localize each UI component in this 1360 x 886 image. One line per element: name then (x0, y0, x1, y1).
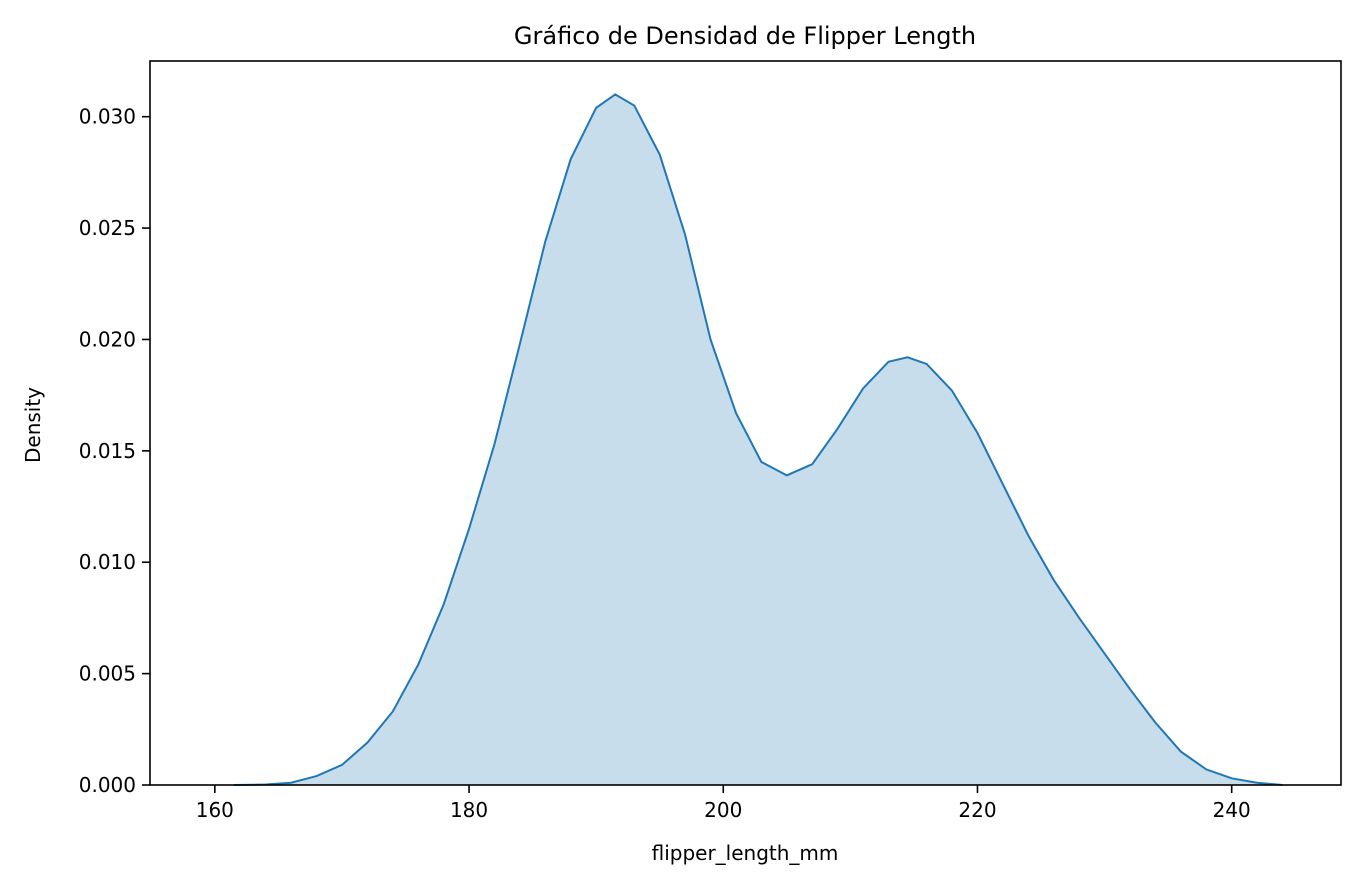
y-tick-label: 0.020 (79, 327, 136, 351)
y-tick-label: 0.000 (79, 773, 136, 797)
x-tick-label: 160 (196, 798, 234, 822)
plot-area (149, 60, 1342, 786)
x-tick-label: 180 (450, 798, 488, 822)
density-area-fill (233, 94, 1283, 786)
x-tick-label: 220 (958, 798, 996, 822)
chart-title: Gráfico de Densidad de Flipper Length (514, 22, 976, 50)
y-tick-label: 0.025 (79, 216, 136, 240)
density-line (233, 93, 1283, 786)
x-axis-label: flipper_length_mm (652, 841, 839, 865)
x-tick-label: 200 (704, 798, 742, 822)
x-axis: 160 180 200 220 240 (196, 785, 1251, 822)
y-tick-label: 0.005 (79, 662, 136, 686)
y-axis-label: Density (21, 387, 45, 463)
y-tick-label: 0.015 (79, 439, 136, 463)
y-tick-label: 0.010 (79, 550, 136, 574)
y-tick-label: 0.030 (79, 105, 136, 129)
plot-frame (149, 60, 1342, 786)
y-axis: 0.000 0.005 0.010 0.015 0.020 0.025 0.030 (79, 105, 150, 797)
x-tick-label: 240 (1213, 798, 1251, 822)
